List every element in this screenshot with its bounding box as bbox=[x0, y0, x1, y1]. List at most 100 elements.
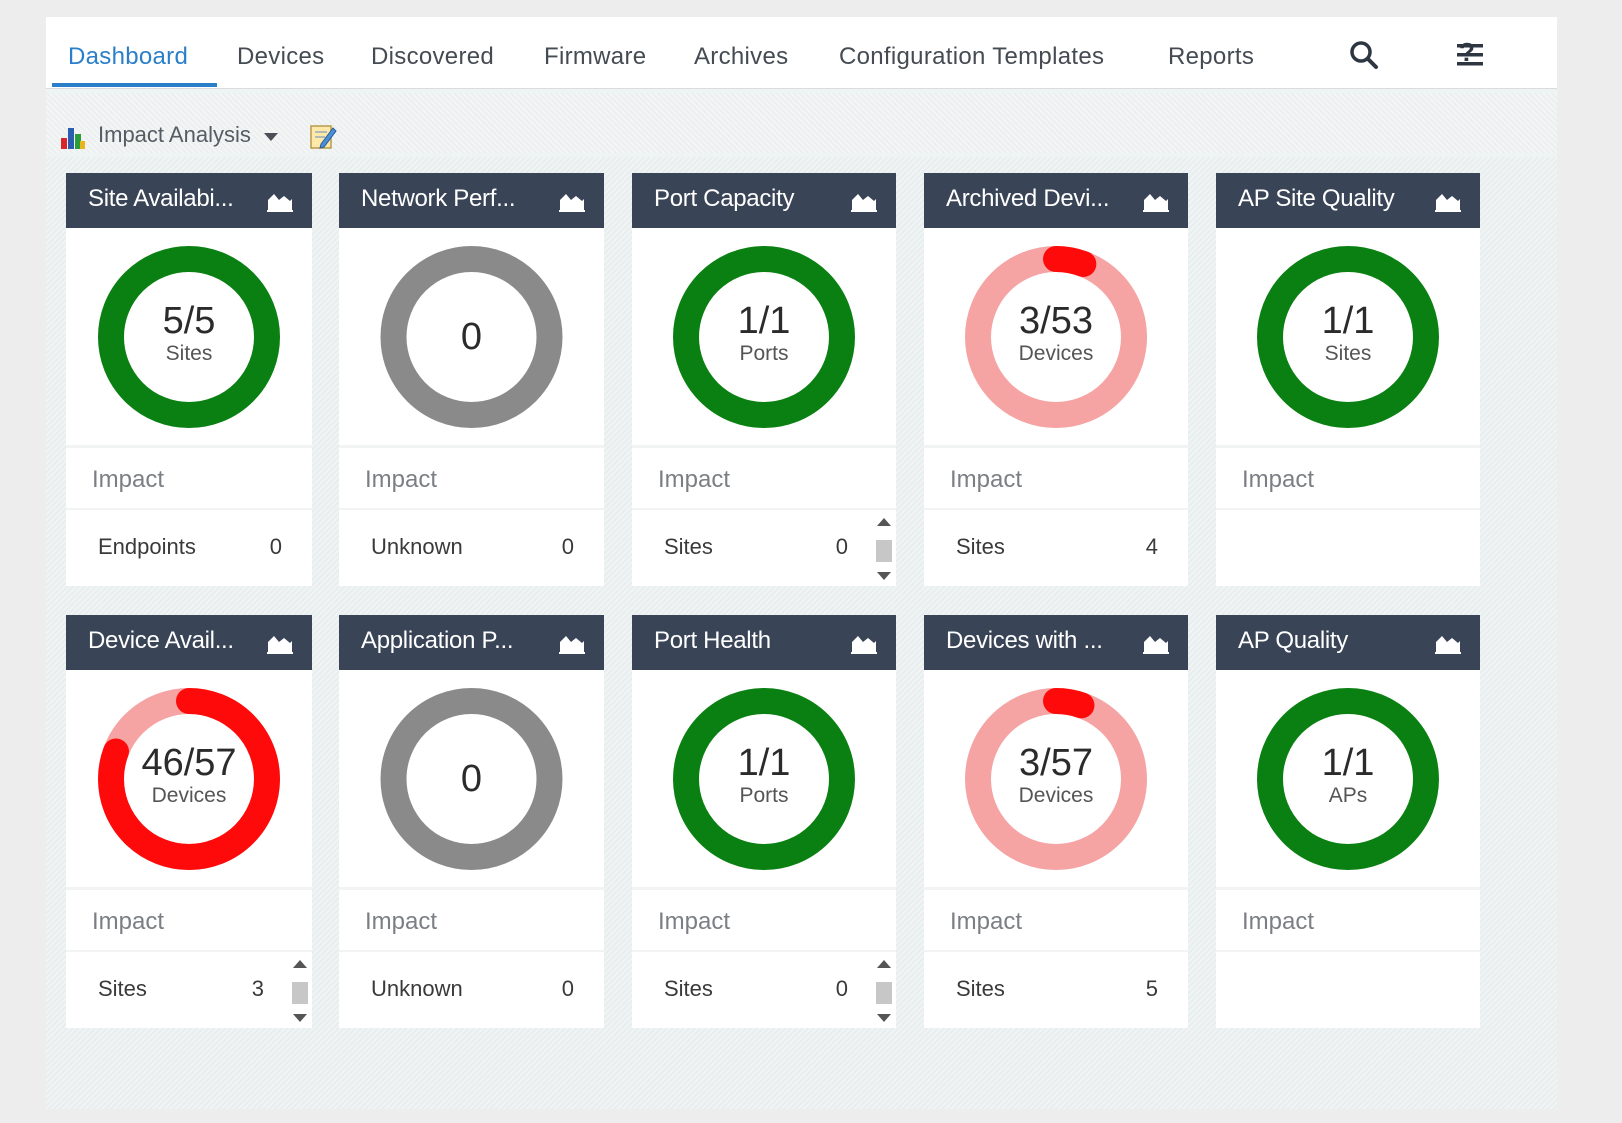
tab-dashboard[interactable]: Dashboard bbox=[68, 43, 189, 70]
impact-label: Impact bbox=[365, 908, 438, 935]
area-chart-icon[interactable] bbox=[1434, 632, 1462, 654]
impact-row[interactable]: Sites 0 bbox=[632, 510, 896, 586]
scroll-thumb[interactable] bbox=[876, 982, 892, 1004]
impact-row[interactable]: Sites 5 bbox=[924, 952, 1188, 1028]
impact-row-label: Sites bbox=[956, 534, 1005, 559]
donut-ring bbox=[98, 246, 280, 428]
impact-header: Impact bbox=[632, 448, 896, 508]
widget-donut-panel: 1/1 Ports bbox=[632, 670, 896, 887]
widget-title: AP Site Quality bbox=[1238, 185, 1395, 212]
impact-scrollbar[interactable] bbox=[290, 960, 310, 1022]
donut-chart bbox=[1257, 688, 1439, 870]
area-chart-icon[interactable] bbox=[1142, 190, 1170, 212]
donut-value: 0 bbox=[460, 316, 483, 358]
impact-header: Impact bbox=[924, 448, 1188, 508]
donut-unit: Sites bbox=[1324, 342, 1372, 365]
scroll-up-arrow[interactable] bbox=[293, 960, 307, 968]
donut-value: 1/1 bbox=[1321, 300, 1375, 342]
impact-label: Impact bbox=[950, 466, 1023, 493]
donut-alert-arc bbox=[965, 246, 1147, 428]
donut-value: 0 bbox=[460, 758, 483, 800]
impact-row-label: Sites bbox=[664, 534, 713, 559]
tab-firmware[interactable]: Firmware bbox=[544, 43, 647, 70]
scroll-up-arrow[interactable] bbox=[877, 518, 891, 526]
chevron-down-icon[interactable] bbox=[264, 133, 278, 142]
dashboard-widget: Port Health 1/1 Ports Impact Sites 0 bbox=[632, 615, 896, 1028]
area-chart-icon[interactable] bbox=[558, 190, 586, 212]
impact-row-count: 0 bbox=[835, 534, 848, 559]
donut-value: 5/5 bbox=[162, 300, 216, 342]
donut-chart bbox=[380, 246, 563, 428]
impact-scrollbar[interactable] bbox=[874, 518, 894, 580]
impact-row-label: Unknown bbox=[371, 534, 463, 559]
impact-label: Impact bbox=[92, 908, 165, 935]
scroll-down-arrow[interactable] bbox=[293, 1014, 307, 1022]
tab-reports[interactable]: Reports bbox=[1168, 43, 1255, 70]
impact-row-label: Unknown bbox=[371, 976, 463, 1001]
donut-unit: Sites bbox=[165, 342, 213, 365]
area-chart-icon[interactable] bbox=[850, 190, 878, 212]
search-icon[interactable] bbox=[1348, 39, 1380, 71]
widget-header: Port Health bbox=[632, 615, 896, 670]
impact-row[interactable]: Unknown 0 bbox=[339, 952, 604, 1028]
impact-row[interactable]: Sites 0 bbox=[632, 952, 896, 1028]
impact-row[interactable]: Sites 4 bbox=[924, 510, 1188, 586]
menu-icon[interactable] bbox=[1454, 39, 1486, 71]
widget-donut-panel: 5/5 Sites bbox=[66, 228, 312, 445]
donut-chart bbox=[965, 688, 1147, 870]
impact-header: Impact bbox=[66, 890, 312, 950]
impact-row[interactable]: Sites 3 bbox=[66, 952, 312, 1028]
area-chart-icon[interactable] bbox=[1142, 632, 1170, 654]
area-chart-icon[interactable] bbox=[1434, 190, 1462, 212]
widget-title: AP Quality bbox=[1238, 627, 1348, 654]
widget-donut-panel: 46/57 Devices bbox=[66, 670, 312, 887]
edit-icon[interactable] bbox=[309, 122, 337, 150]
tab-configuration-templates[interactable]: Configuration Templates bbox=[839, 43, 1105, 70]
impact-row-label: Endpoints bbox=[98, 534, 196, 559]
area-chart-icon[interactable] bbox=[558, 632, 586, 654]
donut-ring bbox=[380, 688, 563, 870]
impact-row[interactable]: Unknown 0 bbox=[339, 510, 604, 586]
dashboard-widget: AP Site Quality 1/1 Sites Impact bbox=[1216, 173, 1480, 586]
widget-donut-panel: 3/57 Devices bbox=[924, 670, 1188, 887]
widget-title: Application P... bbox=[361, 627, 514, 654]
impact-scrollbar[interactable] bbox=[874, 960, 894, 1022]
dashboard-widget: Device Avail... 46/57 Devices Impact Sites 3 bbox=[66, 615, 312, 1028]
impact-row-count: 0 bbox=[269, 534, 282, 559]
donut-value: 1/1 bbox=[1321, 742, 1375, 784]
impact-row-label: Sites bbox=[956, 976, 1005, 1001]
widget-header: AP Quality bbox=[1216, 615, 1480, 670]
dashboard-widget: Devices with ... 3/57 Devices Impact Sites 5 bbox=[924, 615, 1188, 1028]
donut-chart bbox=[1257, 246, 1439, 428]
area-chart-icon[interactable] bbox=[850, 632, 878, 654]
impact-header: Impact bbox=[1216, 448, 1480, 508]
tab-devices[interactable]: Devices bbox=[237, 43, 325, 70]
tab-archives[interactable]: Archives bbox=[694, 43, 789, 70]
impact-label: Impact bbox=[92, 466, 165, 493]
scroll-down-arrow[interactable] bbox=[877, 1014, 891, 1022]
area-chart-icon[interactable] bbox=[266, 190, 294, 212]
active-tab-indicator bbox=[52, 83, 217, 87]
impact-label: Impact bbox=[365, 466, 438, 493]
tab-discovered[interactable]: Discovered bbox=[371, 43, 495, 70]
scroll-thumb[interactable] bbox=[292, 982, 308, 1004]
scroll-thumb[interactable] bbox=[876, 540, 892, 562]
widget-header: Archived Devi... bbox=[924, 173, 1188, 228]
top-navigation: Dashboard Devices Discovered Firmware Ar… bbox=[46, 17, 1557, 89]
impact-row[interactable]: Endpoints 0 bbox=[66, 510, 312, 586]
widget-header: Device Avail... bbox=[66, 615, 312, 670]
dashboard-select[interactable]: Impact Analysis bbox=[98, 122, 251, 147]
impact-header: Impact bbox=[632, 890, 896, 950]
donut-ring bbox=[1257, 688, 1439, 870]
impact-row-count: 0 bbox=[561, 976, 574, 1001]
impact-label: Impact bbox=[658, 466, 731, 493]
impact-label: Impact bbox=[658, 908, 731, 935]
area-chart-icon[interactable] bbox=[266, 632, 294, 654]
donut-alert-arc bbox=[98, 688, 280, 870]
scroll-up-arrow[interactable] bbox=[877, 960, 891, 968]
scroll-down-arrow[interactable] bbox=[877, 572, 891, 580]
widget-donut-panel: 3/53 Devices bbox=[924, 228, 1188, 445]
impact-header: Impact bbox=[339, 448, 604, 508]
impact-header: Impact bbox=[924, 890, 1188, 950]
dashboard-widget: Site Availabi... 5/5 Sites Impact Endpoints 0 bbox=[66, 173, 312, 586]
